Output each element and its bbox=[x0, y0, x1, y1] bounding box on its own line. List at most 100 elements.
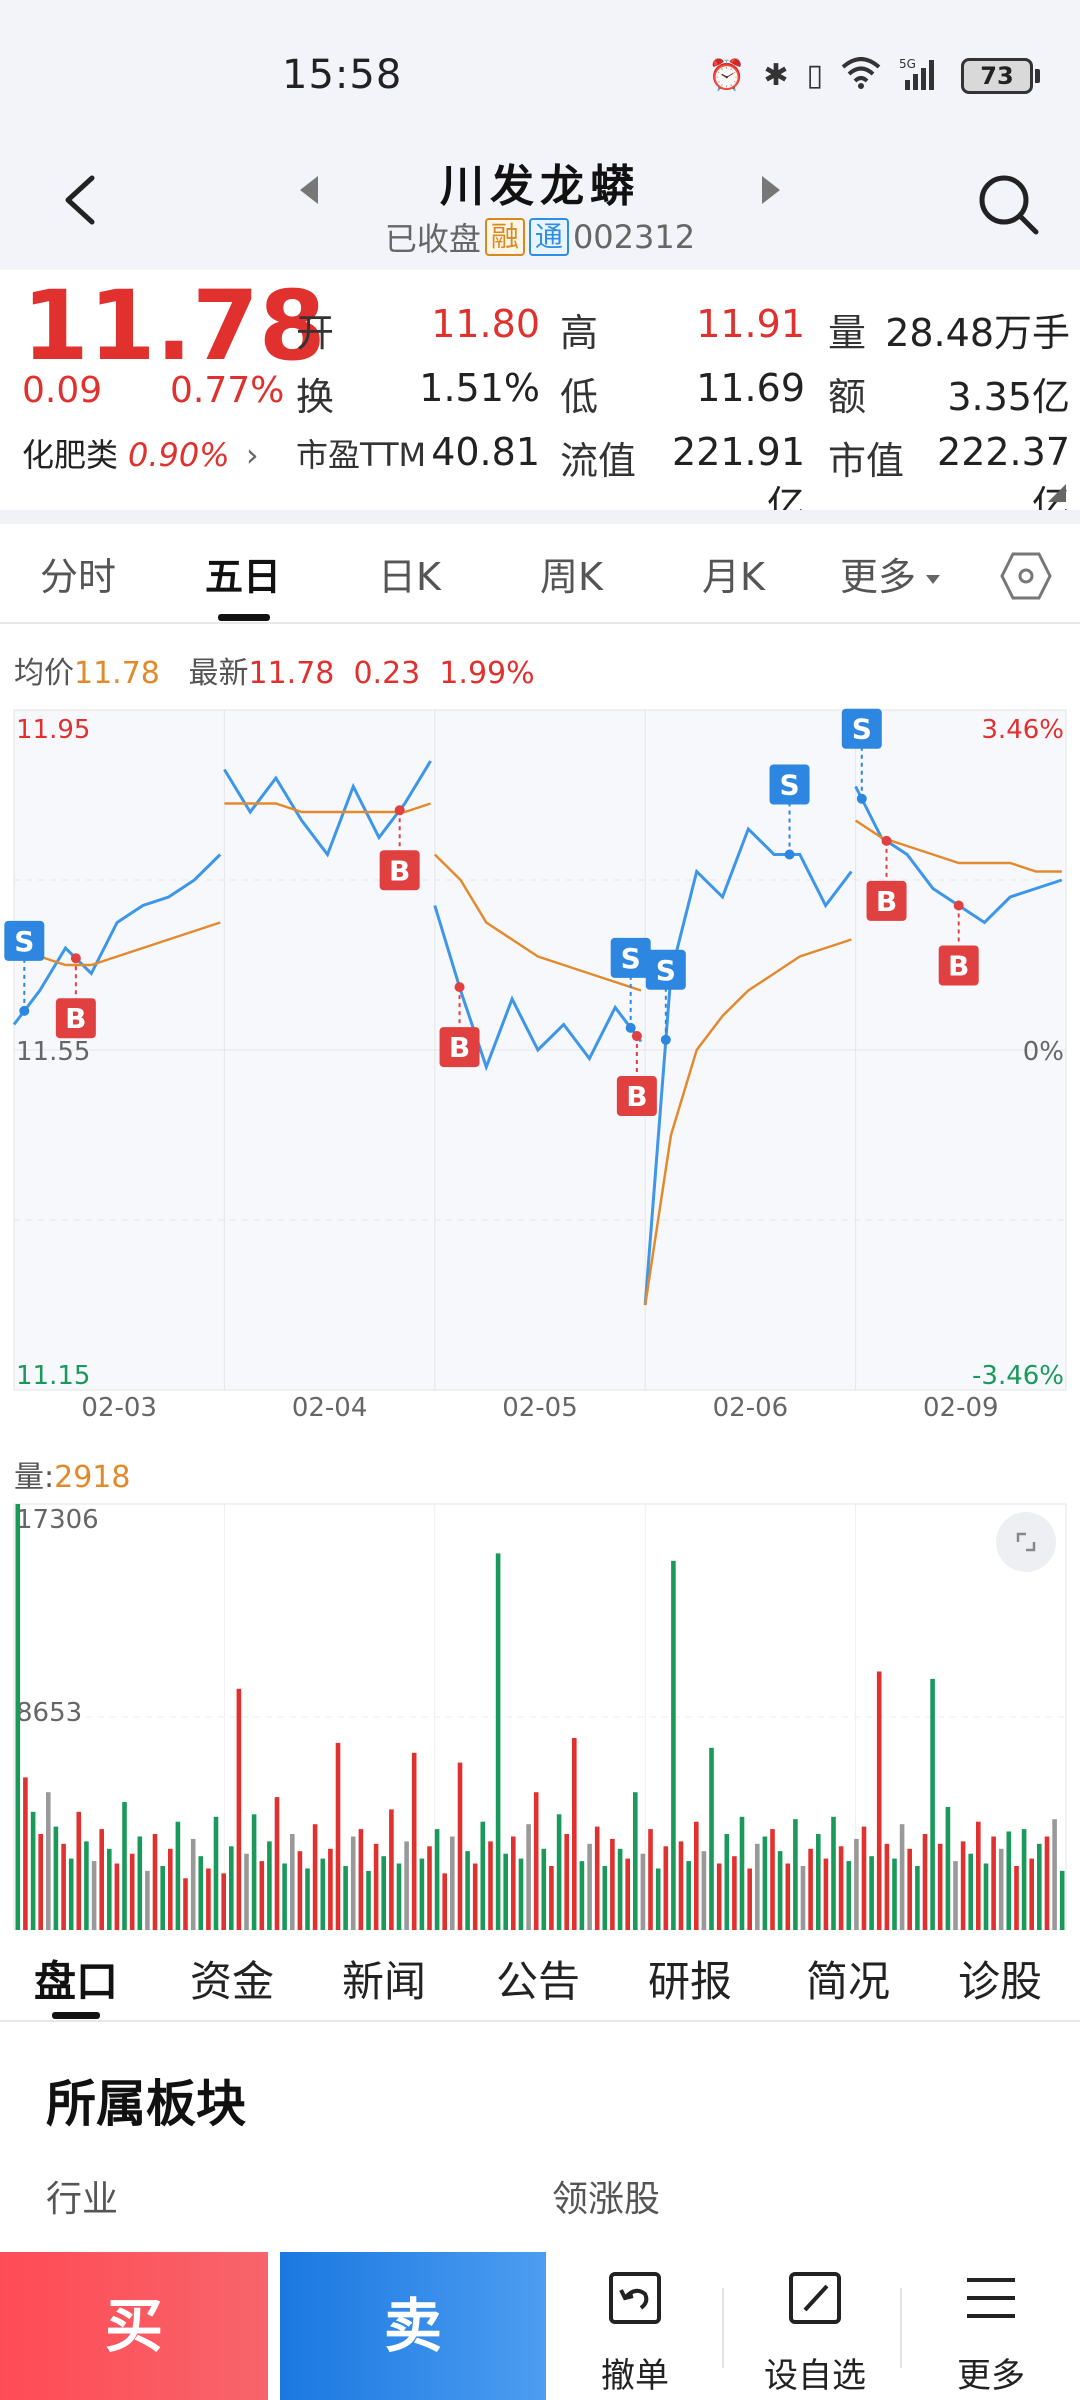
fullscreen-button[interactable] bbox=[996, 1512, 1056, 1572]
volume-bar bbox=[389, 1809, 394, 1930]
volume-bar bbox=[602, 1866, 608, 1930]
volume-bar bbox=[168, 1848, 173, 1930]
battery-icon: 73 bbox=[961, 58, 1040, 94]
marker-dot bbox=[660, 1034, 671, 1045]
sell-marker bbox=[645, 949, 686, 990]
tab-five-day[interactable]: 五日 bbox=[205, 555, 282, 599]
tab-research[interactable]: 研报 bbox=[648, 1957, 733, 2006]
chart-tabs: 分时 五日 日K 周K 月K 更多 bbox=[0, 524, 1080, 624]
latest-change: 0.23 bbox=[353, 656, 421, 691]
volume-bar bbox=[594, 1826, 600, 1930]
volume-bar bbox=[175, 1821, 181, 1930]
volume-bar bbox=[23, 1777, 28, 1930]
tab-daily-k[interactable]: 日K bbox=[378, 555, 441, 599]
tab-funds[interactable]: 资金 bbox=[190, 1957, 275, 2006]
volume-bar bbox=[61, 1843, 66, 1930]
volume-label: 量 bbox=[828, 311, 867, 355]
volume-bar bbox=[320, 1858, 326, 1930]
tab-news[interactable]: 新闻 bbox=[342, 1957, 427, 2006]
tab-profile[interactable]: 简况 bbox=[806, 1957, 891, 2006]
avg-value: 11.78 bbox=[74, 656, 160, 691]
low-label: 低 bbox=[560, 375, 599, 419]
volume-bar bbox=[991, 1836, 996, 1930]
volume-bar bbox=[46, 1792, 51, 1930]
sector-link[interactable]: 化肥类 0.90% › bbox=[22, 430, 259, 476]
volume-bar bbox=[1037, 1843, 1042, 1930]
sell-marker bbox=[610, 937, 651, 978]
volume-bar bbox=[808, 1848, 813, 1930]
sector-pct: 0.90% bbox=[128, 436, 230, 474]
volume-bar bbox=[107, 1848, 112, 1930]
add-watchlist-button[interactable]: 设自选 bbox=[730, 2252, 900, 2400]
volume-bar bbox=[358, 1829, 364, 1930]
market-status: 已收盘 bbox=[384, 220, 481, 258]
info-tab-indicator bbox=[52, 2012, 100, 2019]
volume-bar bbox=[312, 1824, 318, 1930]
chevron-right-icon: › bbox=[245, 436, 259, 474]
volume-bar bbox=[617, 1848, 623, 1930]
marker-label: S bbox=[14, 925, 34, 958]
volume-bar bbox=[122, 1802, 127, 1930]
volume-bar bbox=[846, 1861, 852, 1930]
tab-monthly-k[interactable]: 月K bbox=[702, 555, 765, 599]
back-icon[interactable] bbox=[52, 170, 112, 230]
volume-bar bbox=[564, 1834, 569, 1930]
volume-bar bbox=[671, 1560, 676, 1930]
margin-tag: 融 bbox=[484, 218, 525, 256]
volume-bar bbox=[716, 1863, 722, 1930]
industry-label: 行业 bbox=[46, 2179, 119, 2220]
x-tick-label: 02-04 bbox=[292, 1393, 368, 1420]
cancel-order-button[interactable]: 撤单 bbox=[550, 2252, 720, 2400]
tab-order-book[interactable]: 盘口 bbox=[34, 1957, 119, 2006]
buy-button[interactable]: 买 bbox=[0, 2252, 268, 2400]
volume-bar bbox=[884, 1843, 890, 1930]
amount-label: 额 bbox=[828, 375, 867, 419]
five-day-price-chart[interactable]: 11.95 11.55 11.15 3.46% 0% -3.46% 02-03 02-04 02… bbox=[0, 700, 1080, 1420]
tab-weekly-k[interactable]: 周K bbox=[540, 555, 603, 599]
marker-dot bbox=[856, 793, 867, 804]
volume-bar bbox=[190, 1838, 196, 1930]
volume-bar bbox=[511, 1836, 516, 1930]
marker-label: B bbox=[389, 854, 410, 887]
marker-label: S bbox=[852, 713, 872, 746]
volume-bar bbox=[488, 1841, 493, 1930]
volume-bar bbox=[572, 1738, 577, 1930]
volume-bar bbox=[328, 1848, 333, 1930]
volume-bar bbox=[434, 1829, 440, 1930]
volume-chart[interactable]: 17306 8653 bbox=[0, 1490, 1080, 1930]
float-cap-label: 流值 bbox=[560, 439, 637, 483]
search-icon[interactable] bbox=[974, 170, 1044, 240]
settings-icon[interactable] bbox=[1000, 550, 1052, 602]
header: 川发龙蟒 已收盘 融 通 002312 bbox=[0, 150, 1080, 270]
volume-bar bbox=[869, 1856, 874, 1930]
marker-dot bbox=[394, 805, 405, 816]
tab-announcements[interactable]: 公告 bbox=[496, 1957, 581, 2006]
volume-bar bbox=[450, 1836, 455, 1930]
tab-more[interactable]: 更多 bbox=[840, 546, 941, 601]
prev-stock-icon[interactable] bbox=[300, 176, 318, 204]
volume-bar bbox=[305, 1868, 310, 1930]
stock-name: 川发龙蟒 bbox=[440, 161, 640, 212]
volume-bar bbox=[976, 1821, 981, 1930]
tab-diagnosis[interactable]: 诊股 bbox=[958, 1957, 1043, 2006]
high-value: 11.91 bbox=[696, 302, 805, 346]
volume-bar bbox=[533, 1792, 539, 1930]
volume-bar bbox=[526, 1824, 531, 1930]
volume-bar bbox=[579, 1861, 585, 1930]
expand-corner-icon[interactable] bbox=[1048, 484, 1066, 502]
volume-bar bbox=[145, 1870, 150, 1930]
volume-bar bbox=[206, 1868, 211, 1930]
volume-bar bbox=[640, 1853, 646, 1930]
separator bbox=[0, 510, 1080, 524]
next-stock-icon[interactable] bbox=[762, 176, 780, 204]
menu-icon bbox=[967, 2278, 1015, 2318]
volume-bar bbox=[915, 1866, 920, 1930]
marker-dot bbox=[19, 1005, 30, 1016]
volume-bar bbox=[465, 1851, 470, 1930]
more-button[interactable]: 更多 bbox=[906, 2252, 1076, 2400]
stock-code: 002312 bbox=[572, 218, 696, 256]
tab-intraday[interactable]: 分时 bbox=[40, 555, 117, 599]
sell-button[interactable]: 卖 bbox=[280, 2252, 546, 2400]
divider bbox=[722, 2288, 724, 2368]
avg-price-line bbox=[643, 938, 852, 1306]
